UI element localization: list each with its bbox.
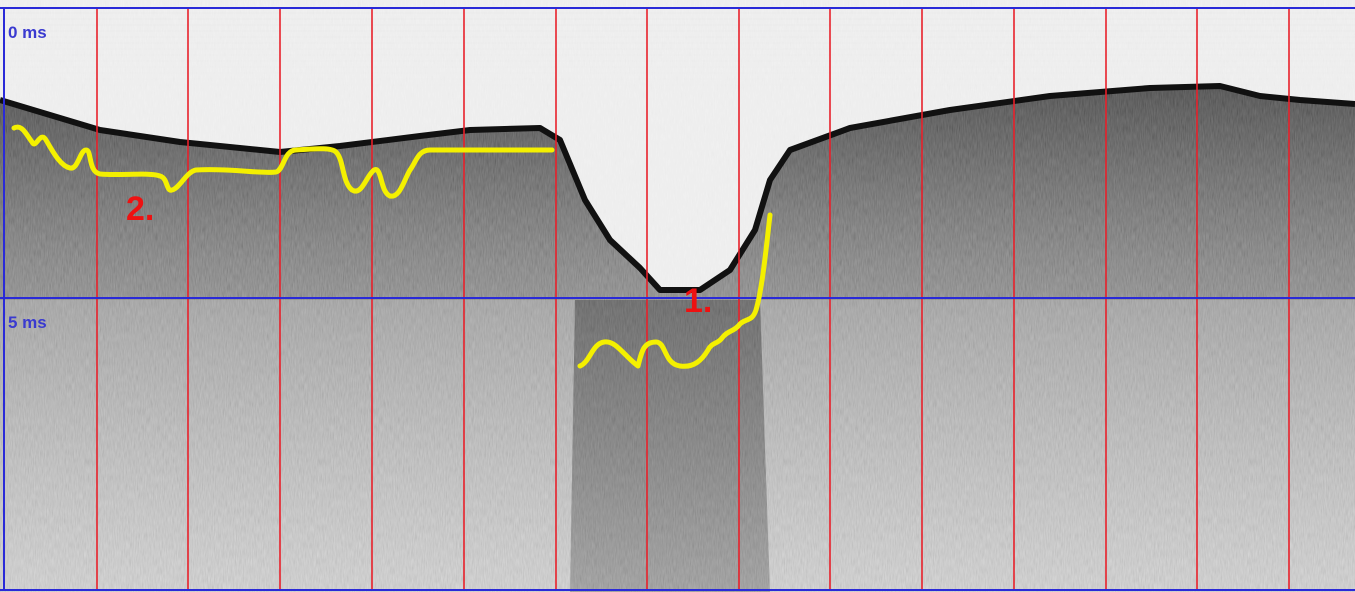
- lower-lightening: [0, 300, 1355, 592]
- water-column-overlay: [0, 0, 1355, 290]
- time-label-0ms: 0 ms: [8, 23, 47, 42]
- time-label-5ms: 5 ms: [8, 313, 47, 332]
- marker-label-1: 1.: [684, 282, 712, 320]
- tracing-horizon-2: [11, 124, 555, 199]
- tracing-horizon-1: [577, 212, 773, 369]
- marker-label-2: 2.: [126, 190, 154, 228]
